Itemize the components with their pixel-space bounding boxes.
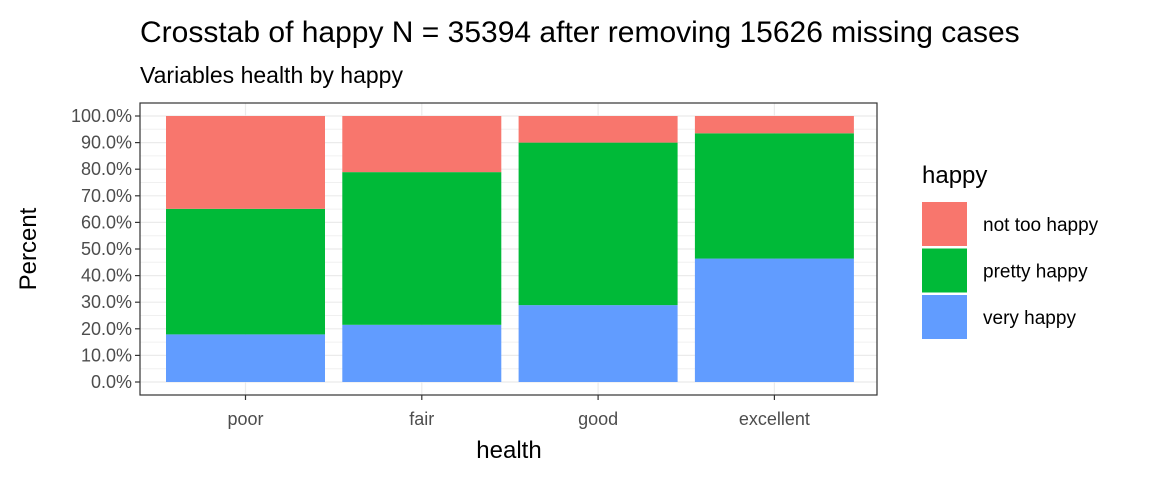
x-tick-label: poor: [227, 409, 263, 429]
y-tick-label: 30.0%: [81, 292, 132, 312]
bar-fair-very-happy: [342, 324, 502, 382]
legend-key: [922, 202, 967, 246]
y-axis: 0.0% 10.0% 20.0% 30.0% 40.0% 50.0% 60.0% 70.0% 8…: [71, 106, 140, 392]
bar-poor-very-happy: [166, 334, 325, 382]
bar-excellent-pretty-happy: [694, 133, 854, 259]
y-tick-label: 70.0%: [81, 186, 132, 206]
legend-label: very happy: [983, 308, 1076, 329]
x-tick-label: good: [578, 409, 618, 429]
y-tick-label: 20.0%: [81, 319, 132, 339]
y-tick-label: 100.0%: [71, 106, 132, 126]
chart-subtitle: Variables health by happy: [140, 62, 403, 88]
x-axis: poor fair good excellent: [227, 395, 810, 429]
y-tick-label: 40.0%: [81, 266, 132, 286]
legend-label: pretty happy: [983, 262, 1088, 283]
bar-good-very-happy: [518, 305, 678, 382]
plot-panel: [139, 102, 878, 396]
bar-excellent-not-too-happy: [694, 116, 854, 134]
y-axis-title: Percent: [15, 207, 42, 290]
legend-label: not too happy: [983, 215, 1099, 236]
x-tick-label: fair: [409, 409, 434, 429]
bar-poor-not-too-happy: [166, 116, 325, 209]
y-tick-label: 60.0%: [81, 212, 132, 232]
legend-title: happy: [922, 162, 987, 189]
bar-poor-pretty-happy: [166, 208, 325, 335]
x-tick-label: excellent: [739, 409, 810, 429]
bar-excellent-very-happy: [694, 258, 854, 382]
bar-good-not-too-happy: [518, 116, 678, 143]
y-tick-label: 90.0%: [81, 133, 132, 153]
bar-fair-pretty-happy: [342, 172, 502, 325]
bar-fair-not-too-happy: [342, 116, 502, 173]
y-tick-label: 10.0%: [81, 345, 132, 365]
legend-key: [922, 295, 967, 339]
y-tick-label: 0.0%: [91, 372, 132, 392]
bar-good-pretty-happy: [518, 142, 678, 306]
x-axis-title: health: [476, 437, 541, 464]
y-tick-label: 80.0%: [81, 159, 132, 179]
y-tick-label: 50.0%: [81, 239, 132, 259]
legend-key: [922, 248, 967, 293]
legend: happy not too happy pretty happy very happ…: [922, 162, 1099, 339]
chart-title: Crosstab of happy N = 35394 after removi…: [140, 16, 1020, 49]
